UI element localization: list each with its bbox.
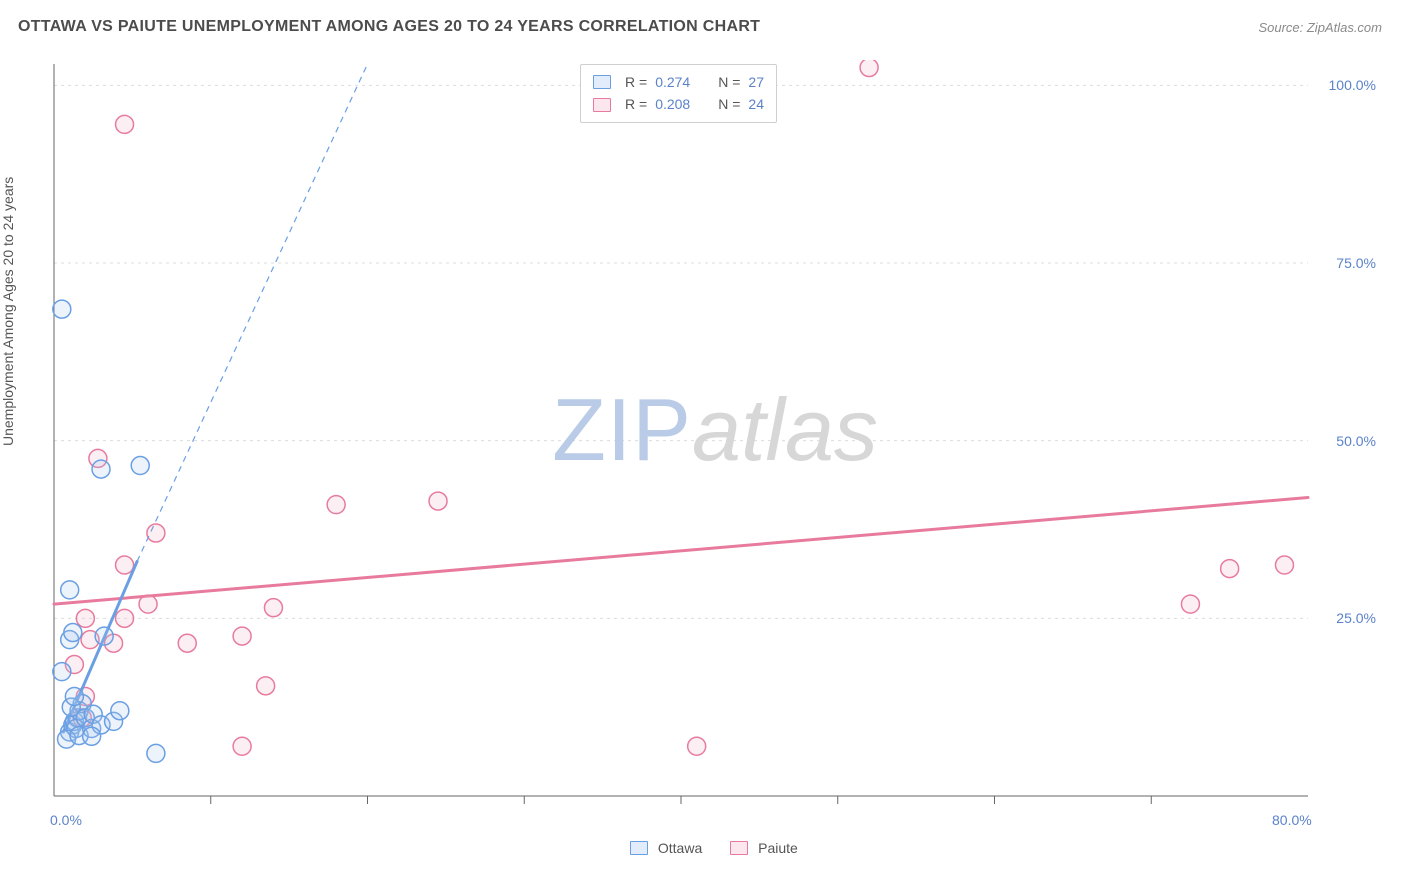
source-value: ZipAtlas.com <box>1307 20 1382 35</box>
ottawa-swatch-icon <box>593 75 611 89</box>
legend-row-ottawa: R = 0.274 N = 27 <box>593 71 764 93</box>
paiute-swatch-icon <box>730 841 748 855</box>
chart-title: OTTAWA VS PAIUTE UNEMPLOYMENT AMONG AGES… <box>18 18 760 36</box>
x-tick-label: 80.0% <box>1272 812 1312 828</box>
plot-area: ZIPatlas R = 0.274 N = 27 R = 0.208 N = … <box>50 60 1380 830</box>
y-tick-label: 100.0% <box>1329 77 1376 93</box>
y-tick-label: 75.0% <box>1336 255 1376 271</box>
correlation-legend: R = 0.274 N = 27 R = 0.208 N = 24 <box>580 64 777 123</box>
ottawa-n-value: 27 <box>748 71 764 93</box>
ottawa-swatch-icon <box>630 841 648 855</box>
y-tick-label: 50.0% <box>1336 433 1376 449</box>
paiute-label: Paiute <box>758 840 798 856</box>
r-label: R = <box>625 71 647 93</box>
n-label: N = <box>718 93 740 115</box>
legend-item-paiute: Paiute <box>730 840 798 856</box>
source-label: Source: <box>1258 20 1306 35</box>
paiute-n-value: 24 <box>748 93 764 115</box>
chart-container: OTTAWA VS PAIUTE UNEMPLOYMENT AMONG AGES… <box>0 0 1406 892</box>
y-axis-label: Unemployment Among Ages 20 to 24 years <box>0 177 16 446</box>
ottawa-label: Ottawa <box>658 840 702 856</box>
source-attribution: Source: ZipAtlas.com <box>1258 20 1382 35</box>
y-tick-label: 25.0% <box>1336 610 1376 626</box>
legend-item-ottawa: Ottawa <box>630 840 702 856</box>
chart-svg <box>50 60 1380 830</box>
series-legend: Ottawa Paiute <box>630 840 798 856</box>
paiute-swatch-icon <box>593 98 611 112</box>
legend-row-paiute: R = 0.208 N = 24 <box>593 93 764 115</box>
n-label: N = <box>718 71 740 93</box>
x-tick-label: 0.0% <box>50 812 82 828</box>
paiute-r-value: 0.208 <box>655 93 690 115</box>
r-label: R = <box>625 93 647 115</box>
ottawa-r-value: 0.274 <box>655 71 690 93</box>
